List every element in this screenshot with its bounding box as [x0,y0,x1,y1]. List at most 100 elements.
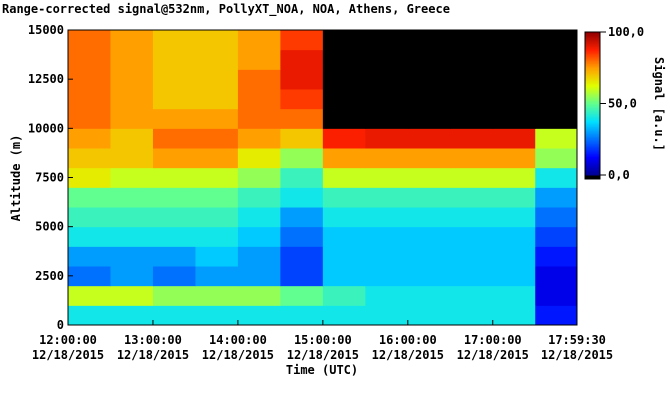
heatmap-cell [237,207,281,228]
colorbar-segment [585,79,600,82]
heatmap-cell [110,30,154,51]
colorbar-segment [585,106,600,109]
colorbar-segment [585,113,600,116]
colorbar-segment [585,123,600,126]
colorbar-segment [585,40,600,43]
colorbar-segment [585,126,600,129]
heatmap-cell [110,305,154,325]
heatmap-cell [68,128,111,149]
heatmap-cell [280,89,324,110]
heatmap-cell [365,226,409,247]
colorbar-segment [585,133,600,136]
heatmap-cell [365,49,409,70]
heatmap-cell [237,108,281,129]
heatmap-cell [152,266,196,287]
x-tick-label: 12:00:00 12/18/2015 [32,333,104,362]
colorbar-segment [585,37,600,40]
heatmap-cell [407,226,451,247]
colorbar-segment [585,170,600,173]
colorbar-segment [585,159,600,162]
colorbar-segment [585,67,600,70]
heatmap-cell [237,49,281,70]
heatmap-cell [535,30,577,51]
colorbar-segment [585,47,600,50]
heatmap [68,30,577,325]
heatmap-cell [152,89,196,110]
colorbar-segment [585,62,600,64]
heatmap-cell [365,246,409,267]
heatmap-cell [322,128,366,149]
heatmap-cell [492,148,536,169]
heatmap-cell [407,89,451,110]
heatmap-cell [492,226,536,247]
colorbar-segment [585,82,600,84]
heatmap-cell [365,148,409,169]
colorbar-segment [585,60,600,63]
heatmap-cell [280,285,324,306]
colorbar-tick-label: 100,0 [608,25,644,39]
heatmap-cell [152,148,196,169]
heatmap-cell [68,246,111,267]
heatmap-cell [365,187,409,208]
colorbar-segment [585,154,600,157]
y-tick-label: 2500 [35,269,64,283]
heatmap-cell [322,226,366,247]
x-tick-label: 14:00:00 12/18/2015 [202,333,274,362]
heatmap-cell [450,266,494,287]
heatmap-cell [195,266,239,287]
heatmap-cell [237,128,281,149]
colorbar-segment [585,107,600,110]
heatmap-cell [110,167,154,188]
colorbar-segment [585,142,600,145]
colorbar-segment [585,156,600,159]
heatmap-cell [535,187,577,208]
colorbar-segment [585,99,600,102]
heatmap-cell [110,246,154,267]
heatmap-cell [492,128,536,149]
colorbar-segment [585,42,600,44]
colorbar-segment [585,39,600,42]
heatmap-cell [450,148,494,169]
heatmap-cell [492,266,536,287]
heatmap-cell [152,69,196,90]
heatmap-cell [110,49,154,70]
heatmap-cell [322,108,366,129]
heatmap-cell [68,167,111,188]
colorbar-segment [585,63,600,66]
colorbar-segment [585,59,600,62]
heatmap-cell [195,30,239,51]
colorbar-segment [585,49,600,52]
heatmap-cell [195,108,239,129]
colorbar-segment [585,122,600,125]
heatmap-cell [492,89,536,110]
x-axis-label: Time (UTC) [286,363,358,377]
heatmap-cell [237,266,281,287]
colorbar-segment [585,102,600,104]
heatmap-cell [195,305,239,325]
colorbar-segment [585,34,600,37]
colorbar-segment [585,140,600,143]
heatmap-cell [195,167,239,188]
heatmap-cell [365,207,409,228]
colorbar-segment [585,86,600,89]
colorbar-segment [585,136,600,139]
x-tick-label: 13:00:00 12/18/2015 [117,333,189,362]
heatmap-cell [195,226,239,247]
heatmap-cell [195,207,239,228]
colorbar-segment [585,150,600,153]
colorbar-segment [585,103,600,106]
heatmap-cell [535,266,577,287]
colorbar-segment [585,96,600,99]
colorbar-segment [585,143,600,146]
colorbar-tick-label: 0,0 [608,168,630,182]
colorbar-segment [585,92,600,94]
heatmap-cell [322,49,366,70]
colorbar-segment [585,57,600,60]
heatmap-cell [492,69,536,90]
heatmap-cell [492,49,536,70]
colorbar-segment [585,76,600,79]
heatmap-cell [535,49,577,70]
heatmap-cell [152,207,196,228]
y-tick-label: 7500 [35,171,64,185]
heatmap-cell [237,89,281,110]
